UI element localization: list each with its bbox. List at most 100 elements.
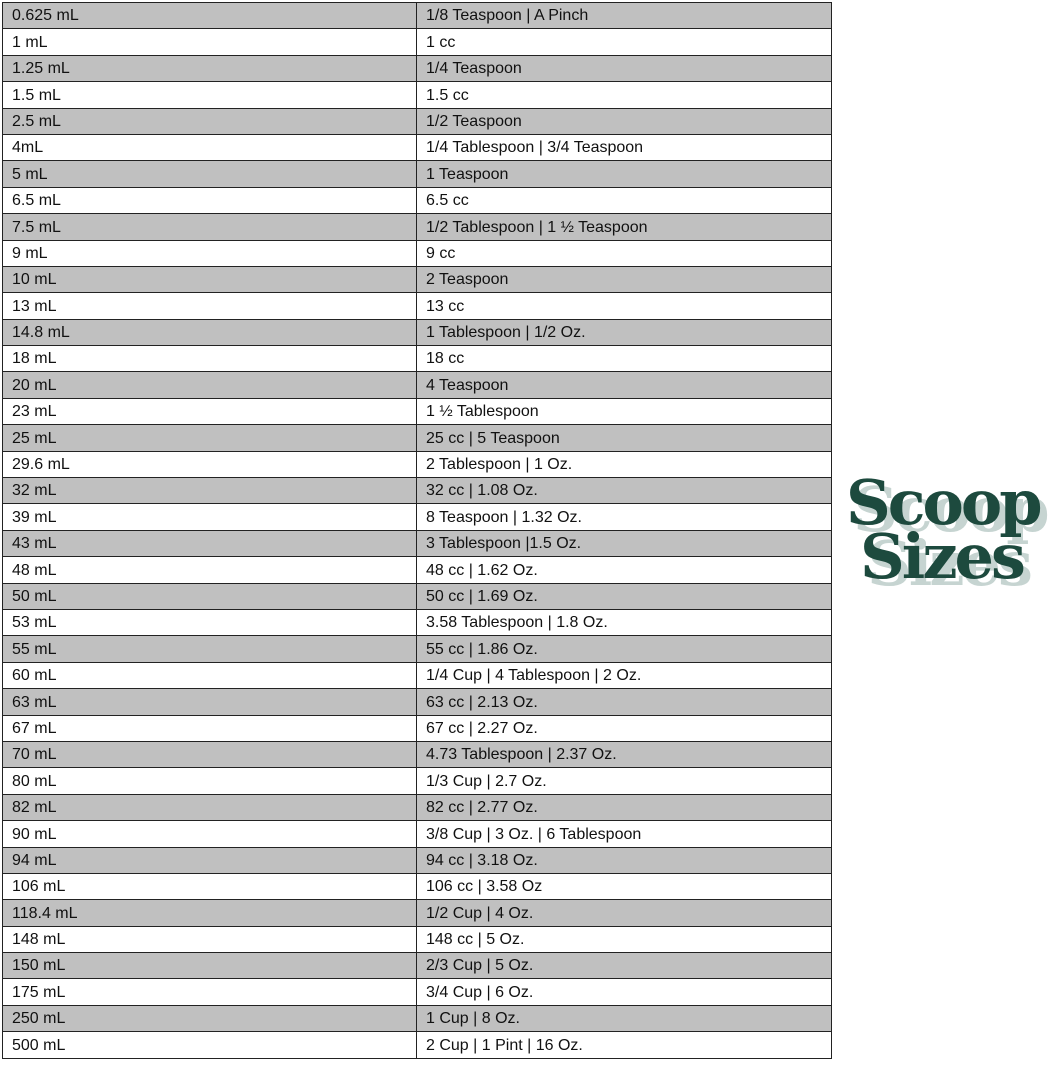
table-row: 7.5 mL 1/2 Tablespoon | 1 ½ Teaspoon <box>2 213 832 241</box>
table-row: 500 mL 2 Cup | 1 Pint | 16 Oz. <box>2 1031 832 1059</box>
equivalent-cell: 32 cc | 1.08 Oz. <box>416 477 832 505</box>
equivalent-cell: 94 cc | 3.18 Oz. <box>416 846 832 874</box>
ml-cell: 82 mL <box>2 793 417 822</box>
table-row: 9 mL 9 cc <box>2 239 832 267</box>
scoop-size-table: 0.625 mL 1/8 Teaspoon | A Pinch 1 mL 1 cc 1.… <box>2 1 832 1059</box>
equivalent-cell: 1/4 Cup | 4 Tablespoon | 2 Oz. <box>416 661 832 690</box>
table-row: 13 mL 13 cc <box>2 292 832 320</box>
equivalent-cell: 48 cc | 1.62 Oz. <box>416 556 832 584</box>
ml-cell: 118.4 mL <box>2 899 417 927</box>
table-row: 1.5 mL 1.5 cc <box>2 81 832 109</box>
table-row: 23 mL 1 ½ Tablespoon <box>2 397 832 426</box>
table-row: 14.8 mL 1 Tablespoon | 1/2 Oz. <box>2 318 832 347</box>
ml-cell: 70 mL <box>2 740 417 769</box>
ml-cell: 175 mL <box>2 978 417 1006</box>
equivalent-cell: 18 cc <box>416 345 832 373</box>
equivalent-cell: 3/8 Cup | 3 Oz. | 6 Tablespoon <box>416 820 832 848</box>
ml-cell: 4mL <box>2 133 417 162</box>
table-row: 4mL 1/4 Tablespoon | 3/4 Teaspoon <box>2 133 832 162</box>
equivalent-cell: 1 Teaspoon <box>416 160 832 188</box>
ml-cell: 150 mL <box>2 952 417 980</box>
table-row: 5 mL 1 Teaspoon <box>2 160 832 188</box>
table-row: 0.625 mL 1/8 Teaspoon | A Pinch <box>2 1 832 30</box>
table-row: 50 mL 50 cc | 1.69 Oz. <box>2 582 832 610</box>
table-row: 29.6 mL 2 Tablespoon | 1 Oz. <box>2 450 832 479</box>
ml-cell: 63 mL <box>2 688 417 716</box>
table-row: 148 mL 148 cc | 5 Oz. <box>2 925 832 954</box>
ml-cell: 500 mL <box>2 1031 417 1059</box>
equivalent-cell: 2 Cup | 1 Pint | 16 Oz. <box>416 1031 832 1059</box>
table-row: 94 mL 94 cc | 3.18 Oz. <box>2 846 832 874</box>
table-row: 20 mL 4 Teaspoon <box>2 371 832 399</box>
ml-cell: 53 mL <box>2 608 417 637</box>
ml-cell: 1.5 mL <box>2 81 417 109</box>
table-row: 10 mL 2 Teaspoon <box>2 265 832 294</box>
ml-cell: 90 mL <box>2 820 417 848</box>
equivalent-cell: 55 cc | 1.86 Oz. <box>416 635 832 663</box>
ml-cell: 94 mL <box>2 846 417 874</box>
equivalent-cell: 106 cc | 3.58 Oz <box>416 872 832 901</box>
ml-cell: 2.5 mL <box>2 107 417 135</box>
table-row: 43 mL 3 Tablespoon |1.5 Oz. <box>2 529 832 558</box>
ml-cell: 106 mL <box>2 872 417 901</box>
ml-cell: 55 mL <box>2 635 417 663</box>
table-row: 118.4 mL 1/2 Cup | 4 Oz. <box>2 899 832 927</box>
equivalent-cell: 1/8 Teaspoon | A Pinch <box>416 1 832 30</box>
ml-cell: 39 mL <box>2 503 417 531</box>
equivalent-cell: 3 Tablespoon |1.5 Oz. <box>416 529 832 558</box>
scoop-sizes-logo: Scoop Sizes <box>846 472 1063 593</box>
equivalent-cell: 1 Cup | 8 Oz. <box>416 1004 832 1033</box>
ml-cell: 1.25 mL <box>2 54 417 83</box>
ml-cell: 80 mL <box>2 767 417 795</box>
logo-line-2: Sizes <box>860 520 1026 593</box>
table-row: 90 mL 3/8 Cup | 3 Oz. | 6 Tablespoon <box>2 820 832 848</box>
table-row: 67 mL 67 cc | 2.27 Oz. <box>2 714 832 742</box>
ml-cell: 250 mL <box>2 1004 417 1033</box>
table-row: 6.5 mL 6.5 cc <box>2 186 832 215</box>
table-row: 1 mL 1 cc <box>2 28 832 56</box>
table-row: 63 mL 63 cc | 2.13 Oz. <box>2 688 832 716</box>
equivalent-cell: 2 Tablespoon | 1 Oz. <box>416 450 832 479</box>
table-row: 82 mL 82 cc | 2.77 Oz. <box>2 793 832 822</box>
table-row: 53 mL 3.58 Tablespoon | 1.8 Oz. <box>2 608 832 637</box>
ml-cell: 5 mL <box>2 160 417 188</box>
table-row: 32 mL 32 cc | 1.08 Oz. <box>2 477 832 505</box>
table-row: 175 mL 3/4 Cup | 6 Oz. <box>2 978 832 1006</box>
ml-cell: 6.5 mL <box>2 186 417 215</box>
table-row: 55 mL 55 cc | 1.86 Oz. <box>2 635 832 663</box>
ml-cell: 67 mL <box>2 714 417 742</box>
ml-cell: 13 mL <box>2 292 417 320</box>
equivalent-cell: 1/3 Cup | 2.7 Oz. <box>416 767 832 795</box>
ml-cell: 25 mL <box>2 424 417 452</box>
table-row: 150 mL 2/3 Cup | 5 Oz. <box>2 952 832 980</box>
equivalent-cell: 1/2 Cup | 4 Oz. <box>416 899 832 927</box>
ml-cell: 18 mL <box>2 345 417 373</box>
ml-cell: 7.5 mL <box>2 213 417 241</box>
equivalent-cell: 2 Teaspoon <box>416 265 832 294</box>
ml-cell: 48 mL <box>2 556 417 584</box>
equivalent-cell: 1/4 Tablespoon | 3/4 Teaspoon <box>416 133 832 162</box>
ml-cell: 29.6 mL <box>2 450 417 479</box>
table-row: 2.5 mL 1/2 Teaspoon <box>2 107 832 135</box>
equivalent-cell: 3/4 Cup | 6 Oz. <box>416 978 832 1006</box>
ml-cell: 20 mL <box>2 371 417 399</box>
ml-cell: 10 mL <box>2 265 417 294</box>
equivalent-cell: 6.5 cc <box>416 186 832 215</box>
equivalent-cell: 67 cc | 2.27 Oz. <box>416 714 832 742</box>
equivalent-cell: 1 cc <box>416 28 832 56</box>
table-row: 80 mL 1/3 Cup | 2.7 Oz. <box>2 767 832 795</box>
ml-cell: 0.625 mL <box>2 1 417 30</box>
equivalent-cell: 1/2 Tablespoon | 1 ½ Teaspoon <box>416 213 832 241</box>
table-row: 39 mL 8 Teaspoon | 1.32 Oz. <box>2 503 832 531</box>
equivalent-cell: 63 cc | 2.13 Oz. <box>416 688 832 716</box>
table-row: 106 mL 106 cc | 3.58 Oz <box>2 872 832 901</box>
ml-cell: 14.8 mL <box>2 318 417 347</box>
equivalent-cell: 1 ½ Tablespoon <box>416 397 832 426</box>
equivalent-cell: 1.5 cc <box>416 81 832 109</box>
table-row: 18 mL 18 cc <box>2 345 832 373</box>
ml-cell: 148 mL <box>2 925 417 954</box>
ml-cell: 23 mL <box>2 397 417 426</box>
table-row: 70 mL 4.73 Tablespoon | 2.37 Oz. <box>2 740 832 769</box>
ml-cell: 60 mL <box>2 661 417 690</box>
table-row: 60 mL 1/4 Cup | 4 Tablespoon | 2 Oz. <box>2 661 832 690</box>
